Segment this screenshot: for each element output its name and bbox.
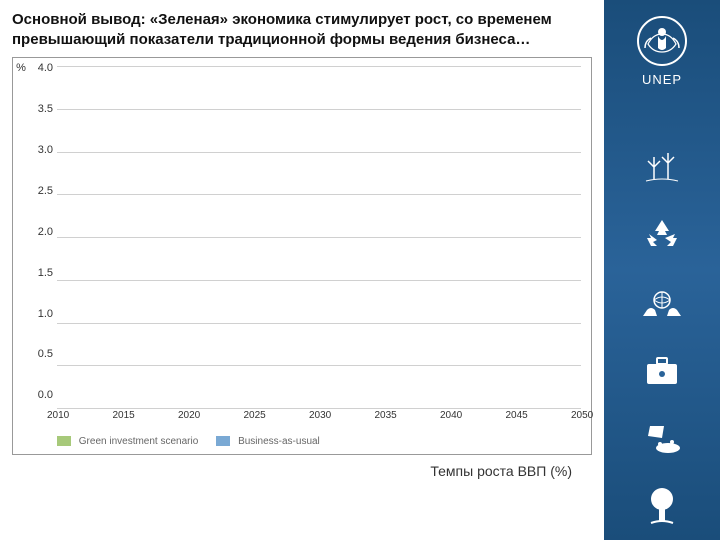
legend: Green investment scenario Business-as-us… [57,428,591,454]
plot-wrap: % 4.0 3.5 3.0 2.5 2.0 1.5 1.0 0.5 0.0 [13,58,591,410]
plot-area [57,66,581,408]
gdp-growth-chart: % 4.0 3.5 3.0 2.5 2.0 1.5 1.0 0.5 0.0 2010 2015 20… [12,57,592,455]
tree-icon [636,480,688,532]
x-tick: 2045 [506,410,528,421]
gridline [57,109,581,110]
legend-label-green: Green investment scenario [79,436,199,447]
gridline [57,66,581,67]
gridline [57,152,581,153]
x-tick: 2010 [47,410,69,421]
slide: Основной вывод: «Зеленая» экономика стим… [0,0,720,540]
x-tick: 2035 [375,410,397,421]
legend-label-bau: Business-as-usual [238,436,320,447]
briefcase-icon [636,345,688,397]
y-tick: 3.0 [38,144,53,156]
y-tick: 1.0 [38,308,53,320]
gridline [57,323,581,324]
waste-icon [636,413,688,465]
hands-globe-icon [636,277,688,329]
gridline [57,408,581,409]
sidebar: UNEP [604,0,720,540]
unep-logo-icon [635,14,689,68]
content-area: Основной вывод: «Зеленая» экономика стим… [0,0,604,540]
y-tick: 1.5 [38,267,53,279]
y-axis: 4.0 3.5 3.0 2.5 2.0 1.5 1.0 0.5 0.0 [29,58,57,410]
chart-caption: Темпы роста ВВП (%) [12,463,596,479]
unep-text: UNEP [642,72,682,87]
unep-logo: UNEP [629,14,695,94]
x-tick: 2025 [244,410,266,421]
x-tick: 2015 [113,410,135,421]
y-tick: 2.0 [38,226,53,238]
y-tick: 4.0 [38,62,53,74]
x-axis: 201020152020202520302035204020452050 [57,410,581,428]
y-tick: 3.5 [38,103,53,115]
x-tick: 2030 [309,410,331,421]
legend-item-green: Green investment scenario [57,436,198,447]
gridline [57,194,581,195]
y-tick: 0.5 [38,348,53,360]
gridline [57,365,581,366]
x-tick: 2040 [440,410,462,421]
legend-swatch-green [57,436,71,446]
y-tick: 2.5 [38,185,53,197]
gridline [57,237,581,238]
y-tick: 0.0 [38,389,53,401]
y-unit: % [13,58,29,410]
x-tick: 2020 [178,410,200,421]
slide-title: Основной вывод: «Зеленая» экономика стим… [12,10,596,49]
recycle-icon [636,209,688,261]
wind-turbine-icon [636,142,688,194]
legend-swatch-bau [216,436,230,446]
x-tick: 2050 [571,410,593,421]
legend-item-bau: Business-as-usual [216,436,320,447]
gridline [57,280,581,281]
